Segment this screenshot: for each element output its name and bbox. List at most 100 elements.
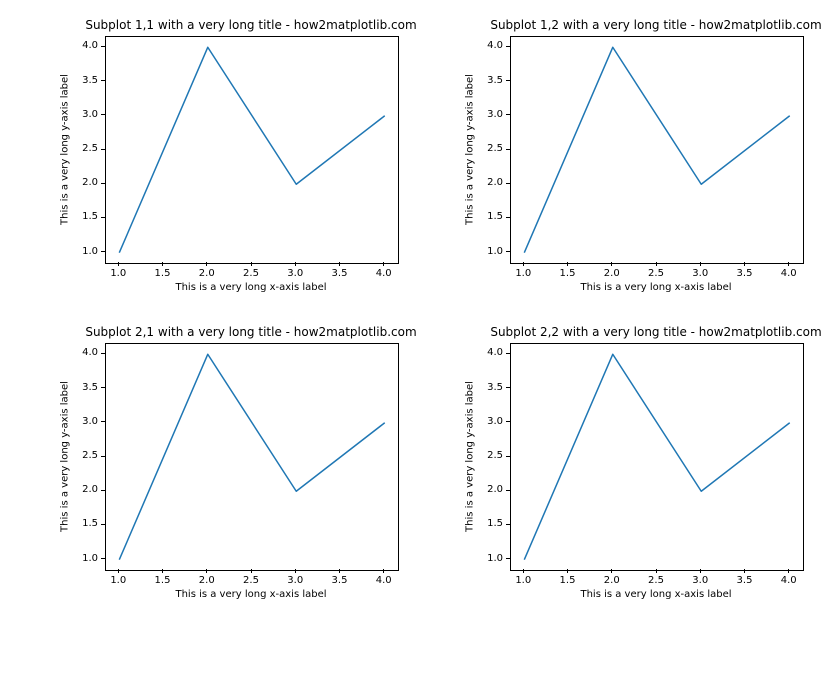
subplot-0-xtick-mark bbox=[383, 262, 384, 266]
subplot-1-ytick-label: 2.5 bbox=[487, 143, 503, 154]
subplot-1-ytick-label: 1.5 bbox=[487, 211, 503, 222]
subplot-2-ytick-label: 1.5 bbox=[82, 518, 98, 529]
subplot-2-xtick-label: 3.5 bbox=[324, 575, 354, 586]
subplot-2-ytick-label: 4.0 bbox=[82, 347, 98, 358]
subplot-1-xtick-label: 3.0 bbox=[685, 268, 715, 279]
subplot-3-xtick-mark bbox=[656, 569, 657, 573]
subplot-2-xtick-label: 3.0 bbox=[280, 575, 310, 586]
subplot-0-title: Subplot 1,1 with a very long title - how… bbox=[65, 18, 437, 32]
subplot-1-ytick-mark bbox=[506, 217, 510, 218]
subplot-2-xtick-mark bbox=[118, 569, 119, 573]
subplot-2-xlabel: This is a very long x-axis label bbox=[105, 589, 397, 600]
subplot-2-ytick-label: 1.0 bbox=[82, 553, 98, 564]
subplot-0-ytick-label: 2.0 bbox=[82, 177, 98, 188]
subplot-2-xtick-label: 2.5 bbox=[236, 575, 266, 586]
subplot-2-xtick-mark bbox=[162, 569, 163, 573]
subplot-0-ytick-mark bbox=[101, 114, 105, 115]
subplot-3-ytick-label: 1.5 bbox=[487, 518, 503, 529]
subplot-2-ytick-mark bbox=[101, 387, 105, 388]
subplot-1-xtick-mark bbox=[788, 262, 789, 266]
subplot-3-plot-area bbox=[510, 343, 804, 571]
subplot-0-xlabel: This is a very long x-axis label bbox=[105, 282, 397, 293]
subplot-2-xtick-label: 2.0 bbox=[192, 575, 222, 586]
subplot-3-ytick-label: 3.0 bbox=[487, 416, 503, 427]
subplot-0-ytick-label: 4.0 bbox=[82, 40, 98, 51]
subplot-3-xtick-mark bbox=[567, 569, 568, 573]
subplot-2-xtick-mark bbox=[295, 569, 296, 573]
subplot-0-xtick-mark bbox=[162, 262, 163, 266]
subplot-2-xtick-label: 1.0 bbox=[103, 575, 133, 586]
subplot-2-ytick-label: 2.0 bbox=[82, 484, 98, 495]
subplot-1-xtick-mark bbox=[523, 262, 524, 266]
subplot-3-ylabel: This is a very long y-axis label bbox=[465, 344, 476, 570]
subplot-3-xtick-mark bbox=[523, 569, 524, 573]
subplot-1-line bbox=[511, 37, 803, 263]
subplot-2-xtick-label: 1.5 bbox=[148, 575, 178, 586]
subplot-3-ytick-label: 2.5 bbox=[487, 450, 503, 461]
subplot-3-ytick-mark bbox=[506, 524, 510, 525]
subplot-0-line bbox=[106, 37, 398, 263]
subplot-1-ytick-mark bbox=[506, 80, 510, 81]
subplot-3-xtick-label: 4.0 bbox=[774, 575, 804, 586]
subplot-3-xlabel: This is a very long x-axis label bbox=[510, 589, 802, 600]
subplot-3-ytick-label: 4.0 bbox=[487, 347, 503, 358]
subplot-0-xtick-mark bbox=[295, 262, 296, 266]
subplot-1-xtick-label: 4.0 bbox=[774, 268, 804, 279]
subplot-3-title: Subplot 2,2 with a very long title - how… bbox=[470, 325, 840, 339]
subplot-3-ytick-label: 1.0 bbox=[487, 553, 503, 564]
subplot-0-xtick-mark bbox=[339, 262, 340, 266]
subplot-1-xlabel: This is a very long x-axis label bbox=[510, 282, 802, 293]
subplot-0-xtick-label: 1.0 bbox=[103, 268, 133, 279]
subplot-0-ytick-mark bbox=[101, 149, 105, 150]
subplot-2-xtick-mark bbox=[339, 569, 340, 573]
subplot-0-ytick-mark bbox=[101, 217, 105, 218]
subplot-0-xtick-mark bbox=[118, 262, 119, 266]
subplot-1-ytick-mark bbox=[506, 46, 510, 47]
subplot-3-xtick-label: 3.5 bbox=[729, 575, 759, 586]
subplot-3-xtick-label: 3.0 bbox=[685, 575, 715, 586]
subplot-2-ytick-label: 3.0 bbox=[82, 416, 98, 427]
subplot-3-xtick-mark bbox=[788, 569, 789, 573]
subplot-0-plot-area bbox=[105, 36, 399, 264]
subplot-0-ytick-mark bbox=[101, 46, 105, 47]
subplot-1-xtick-label: 1.5 bbox=[553, 268, 583, 279]
subplot-1-plot-area bbox=[510, 36, 804, 264]
subplot-1-ytick-label: 2.0 bbox=[487, 177, 503, 188]
subplot-2-plot-area bbox=[105, 343, 399, 571]
subplot-0-ytick-label: 3.5 bbox=[82, 75, 98, 86]
subplot-3-ytick-label: 2.0 bbox=[487, 484, 503, 495]
subplot-1-ytick-mark bbox=[506, 183, 510, 184]
subplot-1-xtick-label: 1.0 bbox=[508, 268, 538, 279]
subplot-2-ytick-mark bbox=[101, 490, 105, 491]
subplot-1-ytick-label: 4.0 bbox=[487, 40, 503, 51]
subplot-2-ytick-mark bbox=[101, 524, 105, 525]
subplot-1-ytick-label: 3.5 bbox=[487, 75, 503, 86]
subplot-3-line bbox=[511, 344, 803, 570]
subplot-1-xtick-label: 2.5 bbox=[641, 268, 671, 279]
subplot-3-ytick-label: 3.5 bbox=[487, 382, 503, 393]
subplot-1-xtick-mark bbox=[567, 262, 568, 266]
subplot-0-ytick-mark bbox=[101, 183, 105, 184]
subplot-1-ytick-label: 3.0 bbox=[487, 109, 503, 120]
subplot-2-ytick-mark bbox=[101, 421, 105, 422]
subplot-2-ytick-label: 2.5 bbox=[82, 450, 98, 461]
subplot-3-ytick-mark bbox=[506, 558, 510, 559]
subplot-3-ytick-mark bbox=[506, 421, 510, 422]
subplot-1-xtick-mark bbox=[656, 262, 657, 266]
subplot-0-xtick-label: 3.5 bbox=[324, 268, 354, 279]
subplot-3-xtick-mark bbox=[700, 569, 701, 573]
subplot-0-xtick-mark bbox=[206, 262, 207, 266]
subplot-1-title: Subplot 1,2 with a very long title - how… bbox=[470, 18, 840, 32]
subplot-0-ytick-label: 3.0 bbox=[82, 109, 98, 120]
subplot-3-xtick-mark bbox=[611, 569, 612, 573]
subplot-2-ytick-label: 3.5 bbox=[82, 382, 98, 393]
subplot-3-xtick-mark bbox=[744, 569, 745, 573]
subplot-3-ytick-mark bbox=[506, 456, 510, 457]
subplot-0-xtick-label: 3.0 bbox=[280, 268, 310, 279]
subplot-1-xtick-mark bbox=[700, 262, 701, 266]
subplot-0-xtick-label: 1.5 bbox=[148, 268, 178, 279]
subplot-1-ytick-mark bbox=[506, 114, 510, 115]
subplot-3-xtick-label: 1.0 bbox=[508, 575, 538, 586]
subplot-0-ytick-label: 2.5 bbox=[82, 143, 98, 154]
subplot-0-ytick-mark bbox=[101, 80, 105, 81]
